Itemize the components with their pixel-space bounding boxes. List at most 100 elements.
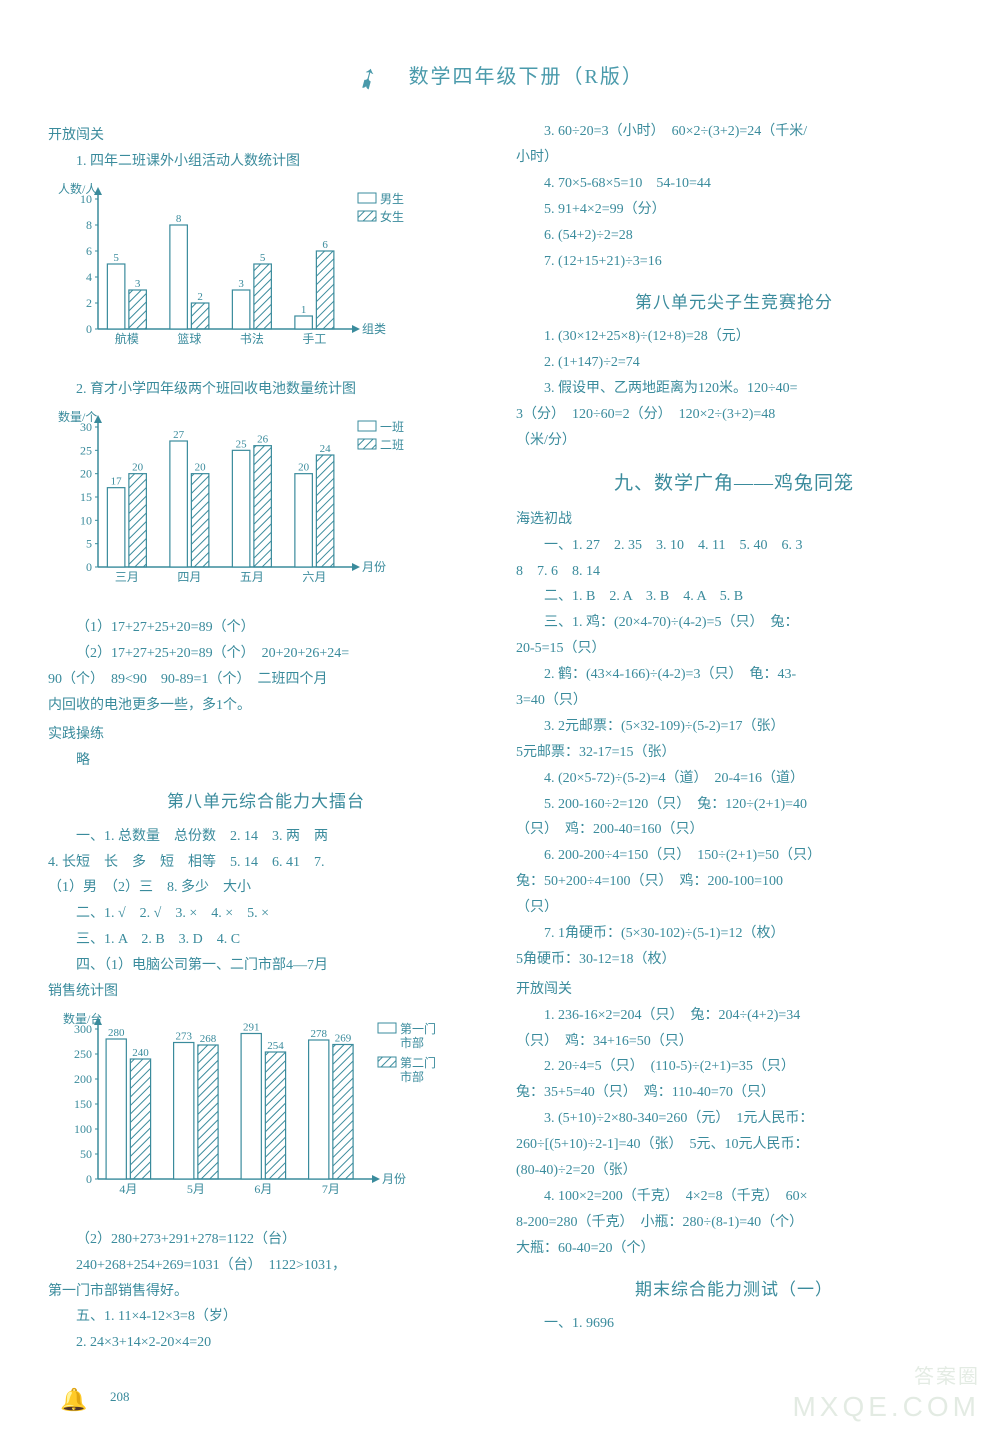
svg-text:15: 15 bbox=[80, 490, 92, 504]
p2-2b: 90（个） 89<90 90-89=1（个） 二班四个月 bbox=[48, 667, 484, 693]
r3: 5. 91+4×2=99（分） bbox=[516, 197, 952, 223]
svg-text:月份: 月份 bbox=[362, 560, 386, 574]
svg-text:25: 25 bbox=[236, 438, 248, 450]
svg-text:240: 240 bbox=[132, 1047, 149, 1059]
p2-1: （1）17+27+25+20=89（个） bbox=[48, 615, 484, 641]
svg-text:20: 20 bbox=[195, 462, 207, 474]
bell-icon: 🔔 bbox=[60, 1387, 87, 1413]
c1: 1. (30×12+25×8)÷(12+8)=28（元） bbox=[516, 324, 952, 350]
svg-text:数量/台: 数量/台 bbox=[63, 1011, 102, 1026]
s6: 4. (20×5-72)÷(5-2)=4（道） 20-4=16（道） bbox=[516, 766, 952, 792]
svg-text:2: 2 bbox=[197, 291, 203, 303]
svg-text:4: 4 bbox=[86, 270, 92, 284]
chart1: 0246810人数/人组类53航模82篮球35书法16手工男生女生 bbox=[48, 179, 428, 359]
competition-title: 第八单元尖子生竞赛抢分 bbox=[516, 287, 952, 318]
s5b: 5元邮票：32-17=15（张） bbox=[516, 740, 952, 766]
svg-text:月份: 月份 bbox=[382, 1172, 406, 1186]
page-number: 208 bbox=[110, 1389, 130, 1405]
header-title: 数学四年级下册（R版） bbox=[409, 66, 644, 88]
u8-2: 4. 长短 长 多 短 相等 5. 14 6. 41 7. bbox=[48, 850, 484, 876]
s4: 2. 鹤：(43×4-166)÷(4-2)=3（只） 龟：43- bbox=[516, 662, 952, 688]
svg-text:航模: 航模 bbox=[115, 331, 139, 346]
svg-text:254: 254 bbox=[267, 1040, 284, 1052]
svg-text:8: 8 bbox=[176, 213, 182, 225]
svg-text:5: 5 bbox=[113, 252, 119, 264]
svg-text:三月: 三月 bbox=[115, 570, 139, 584]
svg-text:6: 6 bbox=[86, 244, 92, 258]
r5: 7. (12+15+21)÷3=16 bbox=[516, 249, 952, 275]
svg-text:四月: 四月 bbox=[177, 570, 201, 584]
watermark-text: 答案圈 bbox=[914, 1360, 980, 1389]
c3b: 3（分） 120÷60=2（分） 120×2÷(3+2)=48 bbox=[516, 402, 952, 428]
svg-text:5: 5 bbox=[86, 537, 92, 551]
svg-text:0: 0 bbox=[86, 560, 92, 574]
u8-6a: 四、（1）电脑公司第一、二门市部4—7月 bbox=[48, 953, 484, 979]
svg-text:150: 150 bbox=[74, 1097, 92, 1111]
o4: 4. 100×2=200（千克） 4×2=8（千克） 60× bbox=[516, 1184, 952, 1210]
o1b: （只） 鸡：34+16=50（只） bbox=[516, 1029, 952, 1055]
s9: 7. 1角硬币：(5×30-102)÷(5-1)=12（枚） bbox=[516, 921, 952, 947]
svg-text:市部: 市部 bbox=[400, 1069, 424, 1084]
u8-10: 五、1. 11×4-12×3=8（岁） bbox=[48, 1304, 484, 1330]
o2b: 兔：35+5=40（只） 鸡：110-40=70（只） bbox=[516, 1080, 952, 1106]
u8-3: （1）男 （2）三 8. 多少 大小 bbox=[48, 875, 484, 901]
practice-text: 略 bbox=[48, 748, 484, 774]
svg-text:4月: 4月 bbox=[119, 1182, 137, 1196]
p2-2c: 内回收的电池更多一些，多1个。 bbox=[48, 693, 484, 719]
svg-text:27: 27 bbox=[173, 429, 185, 441]
svg-text:2: 2 bbox=[86, 296, 92, 310]
svg-text:六月: 六月 bbox=[302, 570, 326, 584]
watermark-url: MXQE.COM bbox=[792, 1391, 980, 1423]
o2: 2. 20÷4=5（只） (110-5)÷(2+1)=35（只） bbox=[516, 1054, 952, 1080]
svg-text:50: 50 bbox=[80, 1147, 92, 1161]
o4c: 大瓶：60-40=20（个） bbox=[516, 1236, 952, 1262]
svg-text:20: 20 bbox=[298, 462, 310, 474]
svg-text:278: 278 bbox=[310, 1028, 327, 1040]
svg-text:280: 280 bbox=[108, 1027, 125, 1039]
svg-text:291: 291 bbox=[243, 1021, 260, 1033]
c3c: （米/分） bbox=[516, 428, 952, 454]
svg-text:5月: 5月 bbox=[187, 1182, 205, 1196]
svg-text:3: 3 bbox=[135, 278, 141, 290]
svg-text:6月: 6月 bbox=[254, 1182, 272, 1196]
svg-text:8: 8 bbox=[86, 218, 92, 232]
u8-7: （2）280+273+291+278=1122（台） bbox=[48, 1227, 484, 1253]
open-title2: 开放闯关 bbox=[516, 977, 952, 1003]
r4: 6. (54+2)÷2=28 bbox=[516, 223, 952, 249]
svg-text:250: 250 bbox=[74, 1047, 92, 1061]
o3c: (80-40)÷2=20（张） bbox=[516, 1158, 952, 1184]
svg-text:5: 5 bbox=[260, 252, 266, 264]
svg-text:1: 1 bbox=[301, 304, 307, 316]
svg-text:0: 0 bbox=[86, 1172, 92, 1186]
s9b: 5角硬币：30-12=18（枚） bbox=[516, 947, 952, 973]
svg-text:组类: 组类 bbox=[362, 322, 386, 336]
o4b: 8-200=280（千克） 小瓶：280÷(8-1)=40（个） bbox=[516, 1210, 952, 1236]
s8c: （只） bbox=[516, 895, 952, 921]
c2: 2. (1+147)÷2=74 bbox=[516, 350, 952, 376]
practice-title: 实践操练 bbox=[48, 722, 484, 748]
svg-text:女生: 女生 bbox=[380, 209, 404, 224]
s3b: 20-5=15（只） bbox=[516, 636, 952, 662]
u8-11: 2. 24×3+14×2-20×4=20 bbox=[48, 1330, 484, 1356]
s8: 6. 200-200÷4=150（只） 150÷(2+1)=50（只） bbox=[516, 843, 952, 869]
svg-text:200: 200 bbox=[74, 1072, 92, 1086]
chart1-caption: 1. 四年二班课外小组活动人数统计图 bbox=[48, 149, 484, 175]
svg-text:7月: 7月 bbox=[322, 1182, 340, 1196]
right-column: 3. 60÷20=3（小时） 60×2÷(3+2)=24（千米/ 小时） 4. … bbox=[516, 119, 952, 1356]
s7: 5. 200-160÷2=120（只） 兔：120÷(2+1)=40 bbox=[516, 792, 952, 818]
svg-text:第一门: 第一门 bbox=[400, 1021, 436, 1036]
open-title: 开放闯关 bbox=[48, 123, 484, 149]
unit8-title: 第八单元综合能力大擂台 bbox=[48, 786, 484, 817]
svg-text:269: 269 bbox=[335, 1032, 352, 1044]
chart2-caption: 2. 育才小学四年级两个班回收电池数量统计图 bbox=[48, 377, 484, 403]
two-column-layout: 开放闯关 1. 四年二班课外小组活动人数统计图 0246810人数/人组类53航… bbox=[48, 119, 952, 1356]
page-header: ➹ 数学四年级下册（R版） bbox=[48, 60, 952, 95]
r2: 4. 70×5-68×5=10 54-10=44 bbox=[516, 171, 952, 197]
f1: 一、1. 9696 bbox=[516, 1311, 952, 1337]
svg-text:3: 3 bbox=[238, 278, 244, 290]
svg-text:268: 268 bbox=[200, 1033, 217, 1045]
svg-text:20: 20 bbox=[132, 462, 144, 474]
p2-2a: （2）17+27+25+20=89（个） 20+20+26+24= bbox=[48, 641, 484, 667]
svg-text:25: 25 bbox=[80, 443, 92, 457]
svg-text:24: 24 bbox=[320, 443, 332, 455]
